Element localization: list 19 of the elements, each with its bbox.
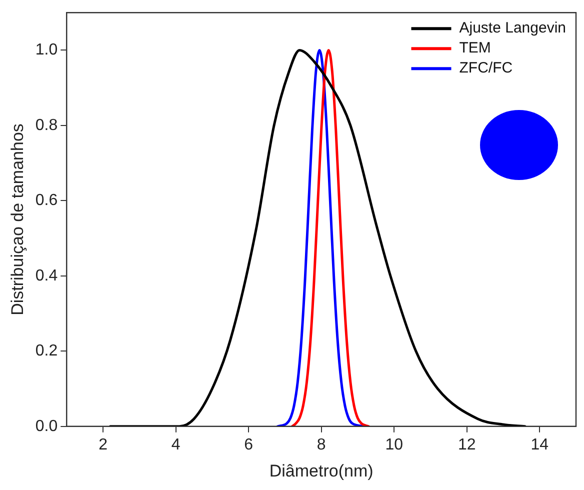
- y-tick-label: 0.0: [35, 418, 58, 435]
- y-tick-label: 0.4: [35, 267, 58, 284]
- x-tick-label: 12: [458, 436, 476, 454]
- legend-label: ZFC/FC: [459, 60, 513, 77]
- y-tick-label: 0.2: [35, 342, 58, 360]
- y-tick-label: 0.8: [35, 116, 58, 134]
- y-axis-title: Distribuiçao de tamanhos: [8, 124, 27, 316]
- x-tick-label: 4: [171, 436, 180, 454]
- legend-label: TEM: [459, 40, 491, 57]
- x-tick-label: 10: [385, 436, 404, 454]
- x-tick-label: 6: [244, 436, 254, 454]
- legend-label: Ajuste Langevin: [459, 20, 566, 37]
- x-tick-label: 2: [98, 436, 108, 454]
- x-tick-label: 8: [316, 436, 326, 454]
- y-tick-label: 0.6: [35, 192, 58, 210]
- line-series: [290, 48, 370, 426]
- x-tick-label: 14: [530, 436, 549, 454]
- x-axis-title: Diâmetro(nm): [269, 461, 374, 480]
- y-tick-label: 1.0: [35, 42, 58, 59]
